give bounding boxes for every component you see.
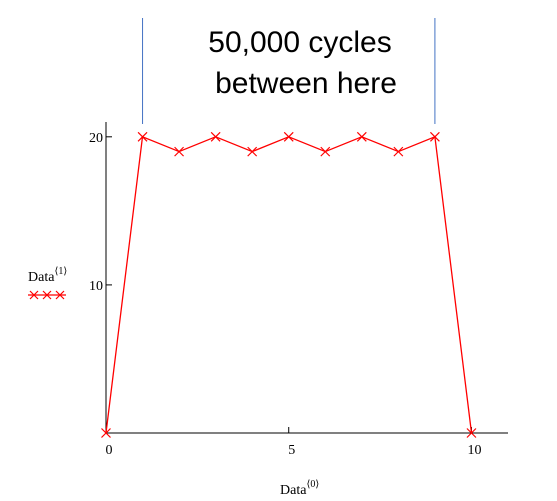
data-point (320, 146, 331, 157)
y-axis-label-sup: ⟨1⟩ (54, 266, 67, 277)
data-point (137, 131, 148, 142)
x-tick-label: 10 (467, 443, 481, 458)
series-line (105, 135, 473, 434)
annotation-line-2: between here (215, 67, 397, 100)
x-tick-label: 0 (106, 443, 113, 458)
annotation-line-1: 50,000 cycles (208, 26, 391, 59)
data-point (247, 146, 258, 157)
data-point (429, 131, 440, 142)
data-point (283, 131, 294, 142)
y-axis-label-main: Data (28, 270, 55, 285)
x-axis-label: Data⟨0⟩ (280, 479, 319, 498)
axes (105, 122, 508, 434)
data-point (210, 131, 221, 142)
x-axis-label-sup: ⟨0⟩ (306, 479, 319, 490)
data-point (174, 146, 185, 157)
data-point (101, 428, 111, 438)
x-axis-label-main: Data (280, 483, 307, 498)
ticks: 0 5 10 10 20 (89, 131, 481, 458)
data-point (466, 428, 477, 438)
y-tick-label: 10 (89, 279, 103, 294)
y-tick-label: 20 (89, 131, 103, 146)
annotation-lines (142, 18, 436, 124)
x-tick-label: 5 (288, 443, 295, 458)
data-point (356, 131, 367, 142)
series (101, 131, 477, 438)
y-axis-label: Data⟨1⟩ (28, 266, 67, 285)
data-point (393, 146, 404, 157)
legend-swatch (28, 290, 66, 300)
